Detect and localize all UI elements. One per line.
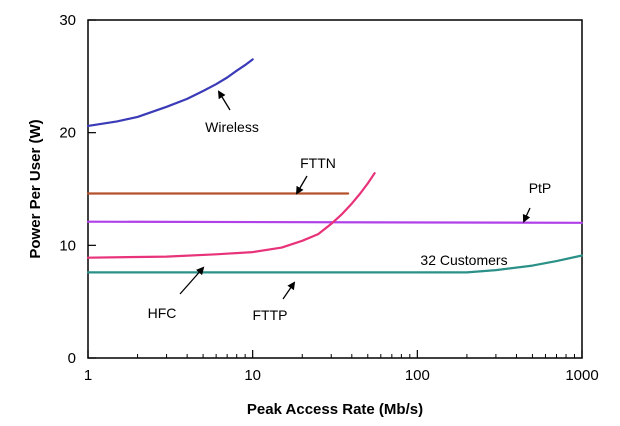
y-tick-label: 0 [68, 350, 76, 367]
x-tick-label: 1 [84, 367, 92, 384]
y-axis-ticks: 0 10 20 30 [59, 12, 96, 367]
annotation-arrow-hfc [179, 266, 205, 295]
plot-frame [87, 19, 583, 359]
annotation-arrow-fttp [282, 281, 296, 300]
x-tick-label: 1000 [565, 367, 598, 384]
annotation-arrow-wireless [217, 90, 231, 111]
x-tick-label: 100 [405, 367, 430, 384]
annotation-fttp: FTTP [253, 307, 288, 323]
annotation-wireless: Wireless [205, 119, 259, 135]
series-line-fttp [86, 254, 584, 274]
series-line-wireless [86, 58, 254, 128]
y-axis-title: Power Per User (W) [27, 119, 44, 258]
annotation-arrow-fttn [295, 175, 308, 195]
y-tick-label: 20 [59, 125, 76, 142]
x-tick-label: 10 [244, 367, 261, 384]
x-axis-title: Peak Access Rate (Mb/s) [247, 401, 423, 418]
annotation-arrow-ptp [522, 207, 531, 223]
annotation-ptp: PtP [529, 180, 552, 196]
y-tick-label: 30 [59, 12, 76, 29]
annotation-layer: Wireless FTTN PtP HFC FTTP 32 Customers [148, 90, 552, 323]
y-tick-label: 10 [59, 237, 76, 254]
annotation-fttn: FTTN [300, 155, 336, 171]
series-line-ptp [86, 220, 584, 224]
x-axis-ticks: 1 10 100 1000 [84, 350, 599, 384]
annotation-hfc: HFC [148, 305, 177, 321]
series-layer [86, 58, 584, 274]
series-line-hfc [86, 172, 376, 259]
annotation-32-customers: 32 Customers [420, 252, 507, 268]
